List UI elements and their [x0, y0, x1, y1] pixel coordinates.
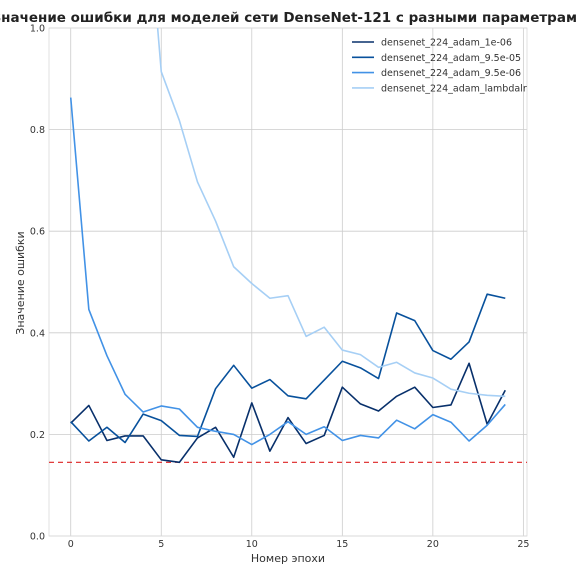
series-line-4 [156, 27, 506, 398]
y-tick-label: 0.6 [30, 227, 45, 238]
series-layer [69, 27, 506, 464]
y-tick-label: 0.0 [30, 532, 45, 543]
legend-label: densenet_224_adam_9.5e-06 [381, 68, 521, 79]
x-tick-label: 0 [68, 539, 74, 550]
x-axis-label: Номер эпохи [251, 552, 325, 565]
chart-title: Значение ошибки для моделей сети DenseNe… [0, 10, 576, 26]
series-line-1 [70, 362, 506, 464]
y-tick-label: 0.8 [30, 125, 45, 136]
grid [48, 27, 528, 537]
legend: densenet_224_adam_1e-06 densenet_224_adam… [352, 38, 527, 94]
plot-frame [48, 27, 528, 537]
y-tick-label: 0.4 [30, 328, 45, 339]
y-axis-label: Значение ошибки [14, 231, 27, 334]
y-tick-label: 0.2 [30, 430, 45, 441]
series-line-2 [70, 293, 506, 444]
x-tick-label: 10 [246, 539, 258, 550]
tick-labels: 0 5 10 15 20 25 0.0 0.2 0.4 0.6 0.8 1.0 [30, 24, 530, 551]
legend-label: densenet_224_adam_9.5e-05 [381, 53, 521, 64]
x-tick-label: 20 [427, 539, 439, 550]
series-line-3 [69, 97, 506, 446]
x-tick-label: 25 [517, 539, 529, 550]
legend-label: densenet_224_adam_lambdalr [381, 83, 527, 94]
legend-label: densenet_224_adam_1e-06 [381, 38, 512, 49]
x-tick-label: 5 [158, 539, 164, 550]
y-tick-label: 1.0 [30, 24, 45, 35]
x-tick-label: 15 [336, 539, 348, 550]
